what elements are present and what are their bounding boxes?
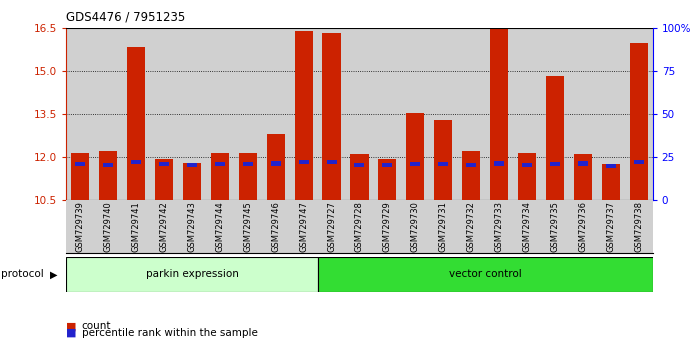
Bar xyxy=(438,162,448,166)
Bar xyxy=(327,160,336,164)
Text: parkin expression: parkin expression xyxy=(145,269,239,279)
Text: GDS4476 / 7951235: GDS4476 / 7951235 xyxy=(66,11,186,24)
Text: ■: ■ xyxy=(66,321,77,331)
Bar xyxy=(466,163,476,167)
Text: GSM729739: GSM729739 xyxy=(76,201,84,252)
Bar xyxy=(578,161,588,166)
Text: GSM729745: GSM729745 xyxy=(244,201,252,252)
Text: GSM729730: GSM729730 xyxy=(411,201,419,252)
Bar xyxy=(383,163,392,167)
Text: GSM729738: GSM729738 xyxy=(634,201,643,252)
Text: GSM729743: GSM729743 xyxy=(188,201,196,252)
Bar xyxy=(518,153,536,200)
Text: vector control: vector control xyxy=(449,269,521,279)
Text: ■: ■ xyxy=(66,328,77,338)
Bar xyxy=(355,163,364,167)
Bar xyxy=(183,163,201,200)
Bar xyxy=(127,47,145,200)
Bar xyxy=(606,164,616,168)
Bar xyxy=(103,163,113,167)
Bar xyxy=(299,160,309,164)
Bar xyxy=(155,159,173,200)
Bar xyxy=(634,160,644,164)
Bar xyxy=(322,33,341,200)
Bar xyxy=(410,162,420,166)
Text: GSM729728: GSM729728 xyxy=(355,201,364,252)
Bar xyxy=(243,162,253,166)
Bar xyxy=(75,162,85,166)
Text: GSM729734: GSM729734 xyxy=(523,201,531,252)
Bar xyxy=(271,161,281,166)
Bar xyxy=(239,153,257,200)
Text: GSM729746: GSM729746 xyxy=(272,201,280,252)
Bar xyxy=(630,42,648,200)
Bar xyxy=(378,159,396,200)
Text: GSM729733: GSM729733 xyxy=(495,201,503,252)
Text: GSM729747: GSM729747 xyxy=(299,201,308,252)
Bar xyxy=(99,152,117,200)
Bar xyxy=(574,154,592,200)
Bar xyxy=(350,154,369,200)
Text: GSM729737: GSM729737 xyxy=(607,201,615,252)
Bar xyxy=(462,152,480,200)
Bar xyxy=(211,153,229,200)
Bar xyxy=(295,31,313,200)
Text: count: count xyxy=(82,321,111,331)
Text: GSM729735: GSM729735 xyxy=(551,201,559,252)
Bar xyxy=(550,162,560,166)
FancyBboxPatch shape xyxy=(318,257,653,292)
Text: GSM729744: GSM729744 xyxy=(216,201,224,252)
Bar xyxy=(494,161,504,166)
Bar xyxy=(602,164,620,200)
Bar xyxy=(267,134,285,200)
Text: ▶: ▶ xyxy=(50,269,58,279)
Bar xyxy=(406,113,424,200)
Text: GSM729732: GSM729732 xyxy=(467,201,475,252)
Text: GSM729731: GSM729731 xyxy=(439,201,447,252)
Bar xyxy=(546,75,564,200)
Text: GSM729742: GSM729742 xyxy=(160,201,168,252)
Text: percentile rank within the sample: percentile rank within the sample xyxy=(82,328,258,338)
Text: GSM729729: GSM729729 xyxy=(383,201,392,252)
Bar xyxy=(522,163,532,167)
Text: GSM729727: GSM729727 xyxy=(327,201,336,252)
Bar xyxy=(434,120,452,200)
Text: GSM729741: GSM729741 xyxy=(132,201,140,252)
FancyBboxPatch shape xyxy=(66,257,318,292)
Text: GSM729740: GSM729740 xyxy=(104,201,112,252)
Text: GSM729736: GSM729736 xyxy=(579,201,587,252)
Bar xyxy=(159,162,169,166)
Bar xyxy=(187,163,197,167)
Bar xyxy=(215,162,225,166)
Bar xyxy=(131,160,141,164)
Bar xyxy=(490,27,508,200)
Text: protocol: protocol xyxy=(1,269,44,279)
Bar xyxy=(71,153,89,200)
